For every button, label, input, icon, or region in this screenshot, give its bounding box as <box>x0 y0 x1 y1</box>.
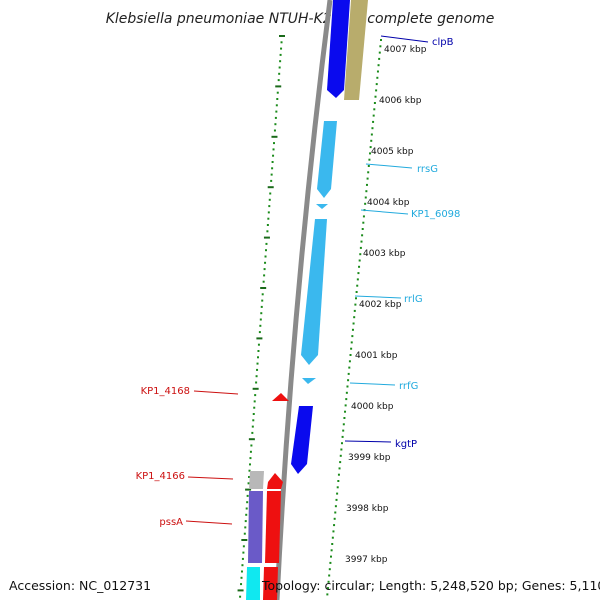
scale-label: 3998 kbp <box>346 504 389 514</box>
gray-gene <box>249 471 264 489</box>
gene-label-leader <box>360 209 409 215</box>
tick-marks <box>237 35 382 598</box>
clpB-gene <box>327 0 350 98</box>
gene-label-leader <box>349 382 396 386</box>
gene-label-KP1_6098: KP1_6098 <box>411 209 460 220</box>
KP1_6098-gene <box>316 204 328 209</box>
KP1_4166-gene <box>267 473 283 489</box>
gene-features <box>246 0 368 600</box>
scale-label: 4003 kbp <box>363 249 406 259</box>
purple-gene <box>248 491 263 563</box>
accession-text: Accession: NC_012731 <box>9 578 152 593</box>
scale-label: 4005 kbp <box>371 147 414 157</box>
gene-label-leader <box>185 520 233 525</box>
gene-label-KP1_4166: KP1_4166 <box>136 471 185 482</box>
KP1_4168-gene <box>272 393 289 401</box>
rrlG-gene <box>301 219 327 365</box>
scale-label: 4007 kbp <box>384 45 427 55</box>
gene-label-leader <box>193 390 239 395</box>
topology-text: Topology: circular; Length: 5,248,520 bp… <box>262 578 600 593</box>
scale-label: 4001 kbp <box>355 351 398 361</box>
scale-labels: 4007 kbp 4006 kbp 4005 kbp 4004 kbp 4003 kbp… <box>345 45 427 565</box>
pssA-gene <box>265 491 281 563</box>
gene-label-leader <box>365 163 413 169</box>
scale-label: 4002 kbp <box>359 300 402 310</box>
scale-label: 3997 kbp <box>345 555 388 565</box>
gene-label-pssA: pssA <box>159 517 183 528</box>
gene-label-rrfG: rrfG <box>399 381 418 392</box>
rrsG-gene <box>317 121 337 198</box>
gene-label-leader <box>354 295 402 299</box>
scale-label: 4004 kbp <box>367 198 410 208</box>
gene-label-leader <box>344 440 392 443</box>
gene-label-clpB: clpB <box>432 37 454 48</box>
gene-labels: clpB rrsG KP1_6098 rrlG rrfG kgtP KP1_4168 KP1_… <box>136 35 460 528</box>
scale-label: 4006 kbp <box>379 96 422 106</box>
gene-label-kgtP: kgtP <box>395 439 417 450</box>
tan-gene <box>344 0 368 100</box>
scale-label: 4000 kbp <box>351 402 394 412</box>
red-gene-bottom <box>263 567 278 600</box>
scale-label: 3999 kbp <box>348 453 391 463</box>
gene-label-rrsG: rrsG <box>417 164 438 175</box>
gene-label-KP1_4168: KP1_4168 <box>141 386 190 397</box>
gene-label-leader <box>187 476 234 480</box>
cyan-gene <box>246 567 260 600</box>
gene-label-leader <box>380 35 429 43</box>
map-title: Klebsiella pneumoniae NTUH-K2044, comple… <box>106 11 495 27</box>
gene-label-rrlG: rrlG <box>404 294 423 305</box>
rrfG-gene <box>302 378 316 384</box>
kgtP-gene <box>291 406 313 474</box>
genome-backbone <box>274 0 333 600</box>
